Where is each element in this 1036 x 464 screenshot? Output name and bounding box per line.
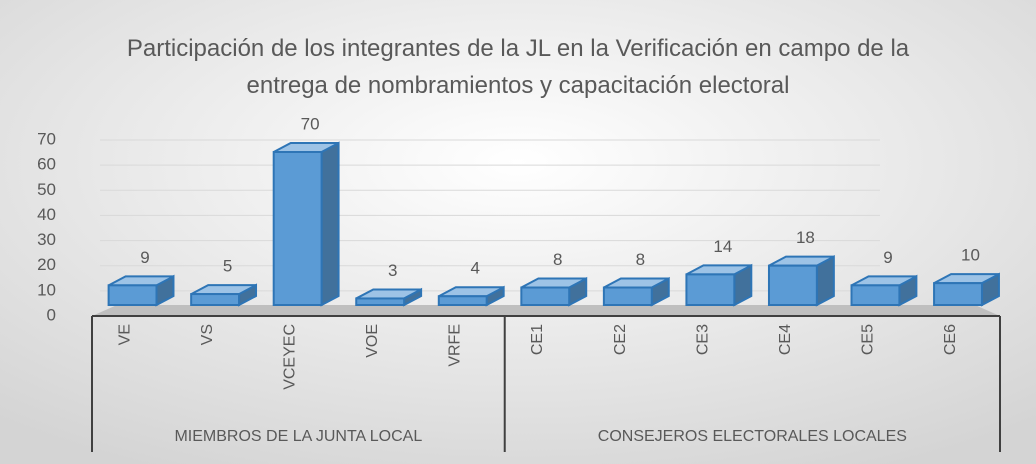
y-tick-label: 50 — [37, 180, 56, 199]
data-label: 3 — [388, 261, 397, 280]
data-label: 5 — [223, 257, 232, 276]
bar — [355, 297, 406, 307]
y-tick-label: 10 — [37, 280, 56, 299]
data-label: 14 — [713, 237, 732, 256]
bar — [602, 286, 653, 306]
bar — [190, 293, 241, 307]
floor — [92, 305, 1000, 316]
x-tick-label: VCEYEC — [282, 324, 299, 390]
x-tick-label: VE — [116, 324, 133, 345]
title-box: Participación de los integrantes de la J… — [126, 35, 910, 99]
data-label: 4 — [470, 259, 479, 278]
bar — [520, 286, 571, 306]
x-tick-label: CE2 — [612, 324, 629, 355]
data-label: 9 — [883, 248, 892, 267]
chart-title: Participación de los integrantes de la J… — [126, 35, 910, 99]
x-tick-label: VRFE — [447, 324, 464, 367]
bar — [437, 295, 488, 306]
x-tick-label: CE3 — [694, 324, 711, 355]
group-label: MIEMBROS DE LA JUNTA LOCAL — [174, 428, 422, 445]
y-tick-label: 0 — [47, 305, 56, 324]
x-tick-label: CE6 — [942, 324, 959, 355]
data-label: 8 — [636, 250, 645, 269]
data-label: 70 — [301, 114, 320, 133]
x-tick-label: VOE — [364, 324, 381, 358]
bar — [767, 264, 818, 306]
x-tick-label: VS — [199, 324, 216, 345]
data-label: 8 — [553, 250, 562, 269]
data-label: 10 — [961, 246, 980, 265]
bar — [107, 284, 158, 307]
x-tick-label: CE5 — [859, 324, 876, 355]
bar — [272, 151, 323, 306]
y-tick-label: 70 — [37, 129, 56, 148]
x-tick-label: CE4 — [777, 324, 794, 355]
group-label: CONSEJEROS ELECTORALES LOCALES — [598, 428, 907, 445]
data-label: 9 — [140, 248, 149, 267]
bar — [933, 282, 983, 306]
y-tick-label: 60 — [37, 155, 56, 174]
x-tick-label: CE1 — [529, 324, 546, 355]
bar — [685, 273, 736, 306]
data-label: 18 — [796, 228, 815, 247]
y-tick-label: 40 — [37, 205, 56, 224]
bar-side — [320, 141, 340, 307]
y-tick-label: 30 — [37, 230, 56, 249]
bar — [850, 284, 901, 307]
y-tick-label: 20 — [37, 255, 56, 274]
